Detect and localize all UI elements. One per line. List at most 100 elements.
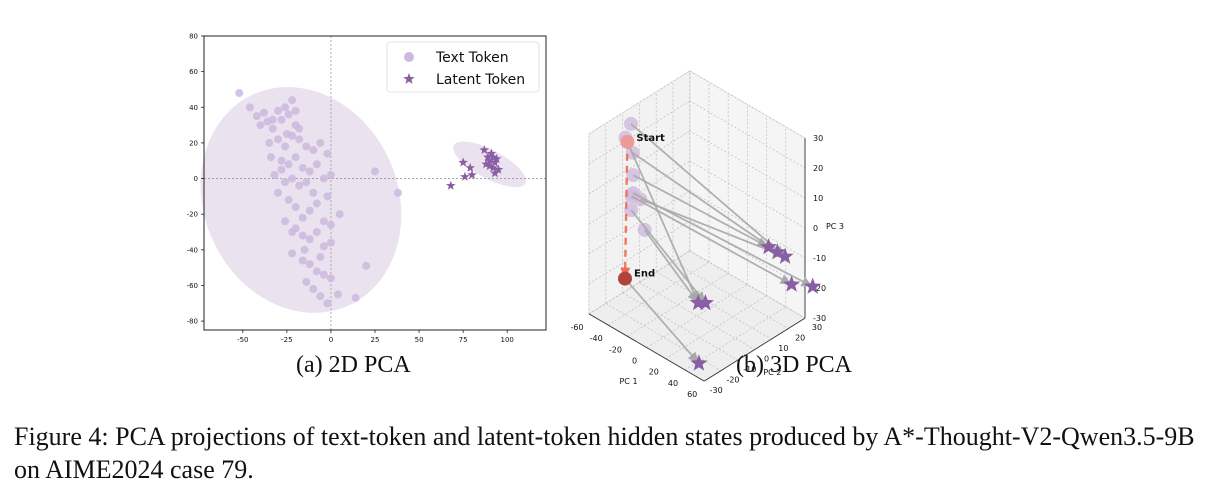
legend-latent-token-label: Latent Token [436, 72, 525, 88]
x-tick-label: 20 [649, 368, 659, 377]
figure-caption: Figure 4: PCA projections of text-token … [14, 422, 1195, 484]
legend-box [386, 41, 540, 93]
text-token-point [295, 124, 304, 133]
text-token-point [277, 156, 286, 165]
trajectory-arrow [632, 152, 778, 253]
x-tick-label: 100 [501, 336, 514, 344]
x-tick-label: 40 [668, 379, 678, 388]
x-tick-label: 0 [632, 357, 637, 366]
text-token-point [309, 188, 318, 197]
text-token-point [265, 138, 274, 147]
text-token-point [316, 138, 325, 147]
subcaption-a-title: 2D PCA [328, 352, 411, 378]
y-tick-label: -60 [187, 282, 198, 290]
text-token-point [274, 135, 283, 144]
text-token-point [312, 267, 321, 276]
trajectory-arrow [630, 123, 786, 258]
text-token-point [326, 170, 335, 179]
text-token-point [312, 160, 321, 169]
y-tick-label: 40 [189, 104, 198, 112]
y-tick-label: 60 [189, 68, 198, 76]
subcaption-a: (a) 2D PCA [296, 352, 411, 379]
latent-token-point [491, 153, 502, 163]
subcaption-b-prefix: (b) [736, 352, 764, 378]
text-token-point [288, 228, 297, 236]
legend-text-token-marker [404, 52, 414, 62]
y-tick-label: -80 [187, 318, 198, 326]
text-token-point [291, 106, 300, 115]
text-token-point [288, 249, 297, 258]
z-axis-label: PC 3 [826, 222, 844, 231]
text-token-point [319, 217, 328, 226]
text-token-point [298, 256, 307, 265]
latent-token-point [488, 162, 498, 172]
latent-token-point [488, 152, 498, 162]
trajectory-arrow [631, 195, 792, 286]
z-tick-label: 30 [813, 134, 823, 143]
x-tick-label: 60 [687, 390, 697, 399]
z-tick-label: -10 [813, 254, 826, 263]
text-token-point [371, 167, 379, 176]
x-tick-label: -40 [590, 334, 603, 343]
text-token-point [319, 174, 328, 183]
start-end-arrow [623, 141, 629, 279]
text-token-point [256, 121, 265, 130]
text-token-point [323, 192, 332, 201]
legend-latent-token-marker [403, 73, 415, 84]
end-marker [618, 271, 632, 286]
text-token-point [312, 199, 321, 208]
text-token-point [305, 235, 314, 244]
text-token-point [270, 170, 279, 179]
text-token-point [245, 103, 254, 112]
text-token-point [268, 124, 277, 133]
text-token-point [326, 238, 335, 247]
text-token-point [323, 299, 332, 308]
x-axis-label: PC 1 [619, 377, 637, 386]
z-tick-label: -30 [813, 314, 826, 323]
x-axis-line [588, 313, 705, 382]
y-tick-label: -20 [726, 376, 739, 385]
text-token-point [284, 160, 293, 169]
x-tick-label: 25 [371, 336, 380, 344]
x-tick-label: -60 [570, 323, 583, 332]
latent-token-point [483, 152, 493, 162]
y-tick-label: 0 [764, 355, 769, 364]
text-token-point [326, 220, 335, 229]
text-token-point [351, 293, 360, 302]
legend-text-token-label: Text Token [435, 50, 509, 66]
chart-2d-pca: -50 -25 0 25 50 75 100 -80 -60 -40 -20 0 20 40 60 80 Tex… [187, 33, 547, 344]
trajectory-arrow [624, 137, 700, 304]
text-token-point [284, 110, 293, 119]
text-token-point [335, 210, 344, 219]
x-tick-label: -25 [281, 336, 292, 344]
trajectory-arrow [630, 209, 707, 304]
start-marker [620, 134, 635, 149]
y-axis-label: PC 2 [763, 368, 781, 377]
x-tick-label: 0 [329, 336, 333, 344]
text-token-point [266, 153, 275, 162]
y-axis-line [703, 317, 806, 382]
latent-token-point [804, 277, 822, 294]
trajectory-arrow [640, 198, 786, 258]
text-token-point [298, 163, 307, 172]
text-token-point [393, 188, 402, 197]
subcaption-b: (b) 3D PCA [736, 352, 852, 379]
text-token-point [309, 146, 318, 155]
y-tick-label: 30 [812, 323, 822, 332]
text-token-point [284, 195, 293, 204]
y-tick-label: 80 [189, 33, 198, 41]
text-token-point [252, 112, 261, 121]
subcaption-b-title: 3D PCA [769, 352, 853, 378]
text-token-point [291, 203, 300, 212]
text-token-point [302, 178, 311, 187]
text-token-point [288, 96, 297, 105]
y-tick-label: -10 [743, 365, 756, 374]
text-token-point [281, 217, 290, 226]
latent-token-point [484, 155, 495, 165]
end-label: End [634, 269, 655, 280]
latent-token-point [490, 168, 500, 178]
latent-token-point [460, 171, 470, 181]
text-token-point [277, 165, 286, 174]
trajectory-arrow [643, 229, 699, 304]
text-token-point [295, 135, 304, 144]
